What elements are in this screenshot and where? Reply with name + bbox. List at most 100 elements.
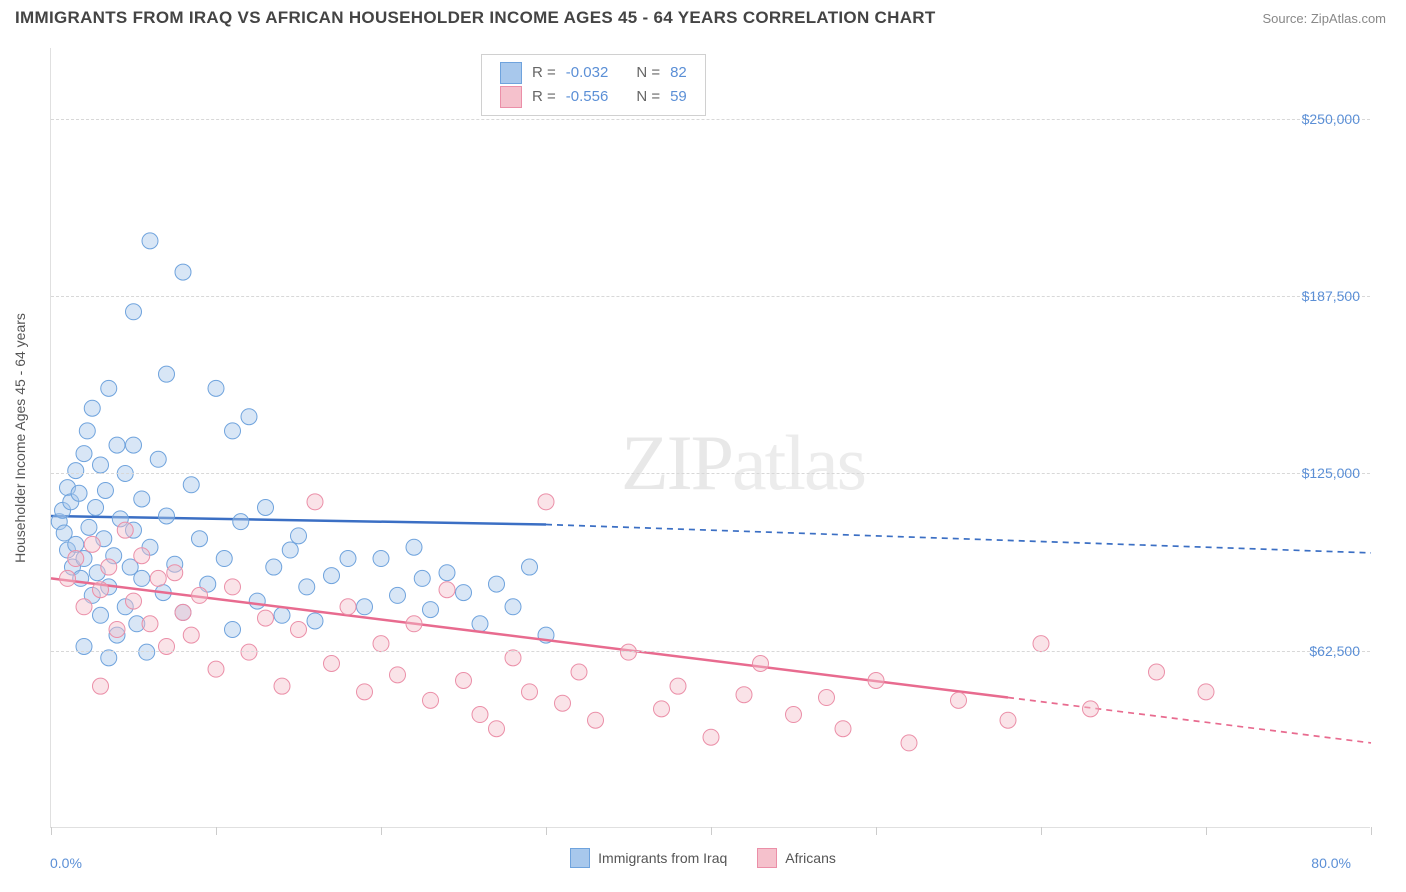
data-point-african <box>786 707 802 723</box>
data-point-african <box>472 707 488 723</box>
data-point-african <box>505 650 521 666</box>
data-point-iraq <box>373 551 389 567</box>
y-tick-label: $250,000 <box>1302 111 1360 127</box>
data-point-iraq <box>472 616 488 632</box>
r-value: -0.556 <box>566 85 609 109</box>
data-point-african <box>703 729 719 745</box>
stats-swatch-icon <box>500 86 522 108</box>
data-point-african <box>423 692 439 708</box>
data-point-african <box>150 570 166 586</box>
stats-swatch-icon <box>500 62 522 84</box>
data-point-iraq <box>183 477 199 493</box>
data-point-iraq <box>192 531 208 547</box>
data-point-african <box>621 644 637 660</box>
data-point-african <box>291 621 307 637</box>
data-point-african <box>390 667 406 683</box>
data-point-iraq <box>505 599 521 615</box>
n-label: N = <box>636 85 660 109</box>
data-point-iraq <box>216 551 232 567</box>
data-point-iraq <box>134 570 150 586</box>
data-point-african <box>225 579 241 595</box>
source-attribution: Source: ZipAtlas.com <box>1262 11 1386 26</box>
data-point-african <box>109 621 125 637</box>
data-point-iraq <box>97 482 113 498</box>
data-point-iraq <box>101 650 117 666</box>
data-point-iraq <box>76 638 92 654</box>
data-point-iraq <box>233 514 249 530</box>
gridline <box>51 296 1370 297</box>
data-point-iraq <box>249 593 265 609</box>
data-point-african <box>538 494 554 510</box>
data-point-african <box>175 604 191 620</box>
data-point-african <box>307 494 323 510</box>
n-value: 59 <box>670 85 687 109</box>
data-point-iraq <box>159 508 175 524</box>
gridline <box>51 473 1370 474</box>
data-point-african <box>439 582 455 598</box>
data-point-african <box>192 587 208 603</box>
legend-swatch-icon <box>570 848 590 868</box>
data-point-iraq <box>134 491 150 507</box>
bottom-legend: Immigrants from IraqAfricans <box>0 848 1406 868</box>
legend-item: Africans <box>757 848 836 868</box>
data-point-african <box>208 661 224 677</box>
data-point-african <box>340 599 356 615</box>
data-point-african <box>126 593 142 609</box>
x-tick <box>1206 827 1207 835</box>
y-tick-label: $125,000 <box>1302 465 1360 481</box>
data-point-african <box>1033 636 1049 652</box>
data-point-iraq <box>93 457 109 473</box>
data-point-iraq <box>274 607 290 623</box>
data-point-african <box>117 522 133 538</box>
data-point-african <box>93 582 109 598</box>
regression-line-dashed-african <box>1008 698 1371 743</box>
data-point-african <box>357 684 373 700</box>
data-point-iraq <box>282 542 298 558</box>
data-point-african <box>654 701 670 717</box>
data-point-iraq <box>109 437 125 453</box>
data-point-iraq <box>84 400 100 416</box>
data-point-iraq <box>291 528 307 544</box>
data-point-african <box>522 684 538 700</box>
data-point-iraq <box>208 380 224 396</box>
data-point-african <box>1198 684 1214 700</box>
data-point-iraq <box>299 579 315 595</box>
r-value: -0.032 <box>566 61 609 85</box>
data-point-iraq <box>68 536 84 552</box>
data-point-iraq <box>307 613 323 629</box>
x-tick <box>1371 827 1372 835</box>
legend-swatch-icon <box>757 848 777 868</box>
data-point-african <box>258 610 274 626</box>
data-point-african <box>489 721 505 737</box>
y-tick-label: $62,500 <box>1309 643 1360 659</box>
data-point-iraq <box>225 423 241 439</box>
data-point-iraq <box>79 423 95 439</box>
data-point-iraq <box>126 437 142 453</box>
data-point-iraq <box>101 380 117 396</box>
data-point-african <box>68 551 84 567</box>
legend-label: Africans <box>785 850 836 866</box>
data-point-iraq <box>150 451 166 467</box>
data-point-african <box>555 695 571 711</box>
r-label: R = <box>532 85 556 109</box>
data-point-african <box>901 735 917 751</box>
data-point-african <box>406 616 422 632</box>
correlation-stats-box: R =-0.032N =82R = -0.556 N = 59 <box>481 54 706 116</box>
scatter-svg <box>51 48 1370 827</box>
data-point-iraq <box>266 559 282 575</box>
data-point-iraq <box>357 599 373 615</box>
x-tick <box>876 827 877 835</box>
data-point-african <box>324 655 340 671</box>
data-point-african <box>241 644 257 660</box>
data-point-african <box>835 721 851 737</box>
x-tick <box>381 827 382 835</box>
x-tick <box>216 827 217 835</box>
stats-row-iraq: R =-0.032N =82 <box>500 61 687 85</box>
data-point-iraq <box>81 519 97 535</box>
data-point-iraq <box>139 644 155 660</box>
data-point-iraq <box>68 463 84 479</box>
gridline <box>51 119 1370 120</box>
data-point-african <box>868 673 884 689</box>
data-point-african <box>736 687 752 703</box>
data-point-iraq <box>93 607 109 623</box>
